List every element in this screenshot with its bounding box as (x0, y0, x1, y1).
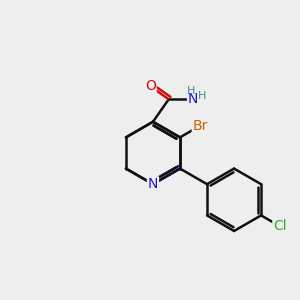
Text: H: H (187, 86, 195, 96)
Text: H: H (198, 91, 206, 101)
Text: N: N (188, 92, 198, 106)
Text: Br: Br (193, 119, 208, 133)
Text: N: N (148, 177, 158, 191)
Text: O: O (145, 80, 156, 93)
Text: Cl: Cl (273, 219, 287, 233)
